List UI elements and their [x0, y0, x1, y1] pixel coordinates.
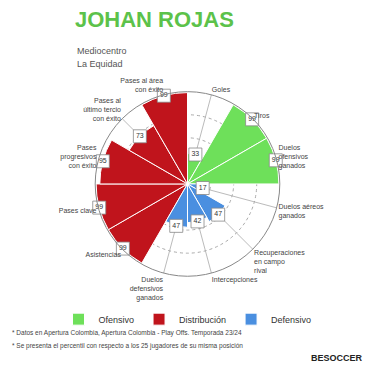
svg-text:Distribución: Distribución: [179, 315, 226, 325]
svg-text:Duelos aéreosganados: Duelos aéreosganados: [278, 203, 324, 220]
svg-text:Tiros: Tiros: [254, 112, 270, 119]
svg-text:99: 99: [95, 203, 103, 210]
svg-text:99: 99: [248, 115, 256, 122]
svg-text:Recuperacionesen camporival: Recuperacionesen camporival: [254, 249, 305, 274]
svg-text:Duelosofensivosganados: Duelosofensivosganados: [278, 144, 308, 170]
svg-text:Duelosdefensivosganados: Duelosdefensivosganados: [130, 276, 164, 302]
svg-text:* Se presenta el percentil con: * Se presenta el percentil con respecto …: [12, 342, 243, 350]
svg-text:La Equidad: La Equidad: [77, 59, 123, 69]
svg-text:Pases alúltimo terciocon éxito: Pases alúltimo terciocon éxito: [83, 97, 121, 122]
svg-text:Pasesprogresivoscon éxito: Pasesprogresivoscon éxito: [60, 144, 97, 169]
svg-text:Intercepciones: Intercepciones: [212, 276, 258, 284]
svg-text:Defensivo: Defensivo: [271, 315, 311, 325]
svg-text:95: 95: [99, 157, 107, 164]
svg-text:73: 73: [136, 132, 144, 139]
svg-text:47: 47: [172, 222, 180, 229]
svg-text:47: 47: [214, 210, 222, 217]
svg-text:99: 99: [160, 91, 168, 98]
svg-text:Ofensivo: Ofensivo: [99, 315, 135, 325]
svg-text:Pases al áreacon éxito: Pases al áreacon éxito: [120, 77, 163, 93]
svg-text:Mediocentro: Mediocentro: [77, 46, 127, 56]
svg-text:* Datos en Apertura Colombia,: * Datos en Apertura Colombia, Apertura C…: [12, 329, 242, 337]
svg-text:JOHAN ROJAS: JOHAN ROJAS: [75, 7, 234, 32]
svg-text:BESOCCER: BESOCCER: [311, 353, 363, 363]
svg-text:17: 17: [199, 184, 207, 191]
svg-text:Asistencias: Asistencias: [85, 251, 121, 258]
svg-text:Pases clave: Pases clave: [59, 207, 97, 214]
svg-text:33: 33: [191, 150, 199, 157]
svg-text:99: 99: [119, 244, 127, 251]
svg-text:99: 99: [272, 156, 280, 163]
svg-text:Goles: Goles: [212, 86, 231, 93]
svg-text:42: 42: [194, 217, 202, 224]
